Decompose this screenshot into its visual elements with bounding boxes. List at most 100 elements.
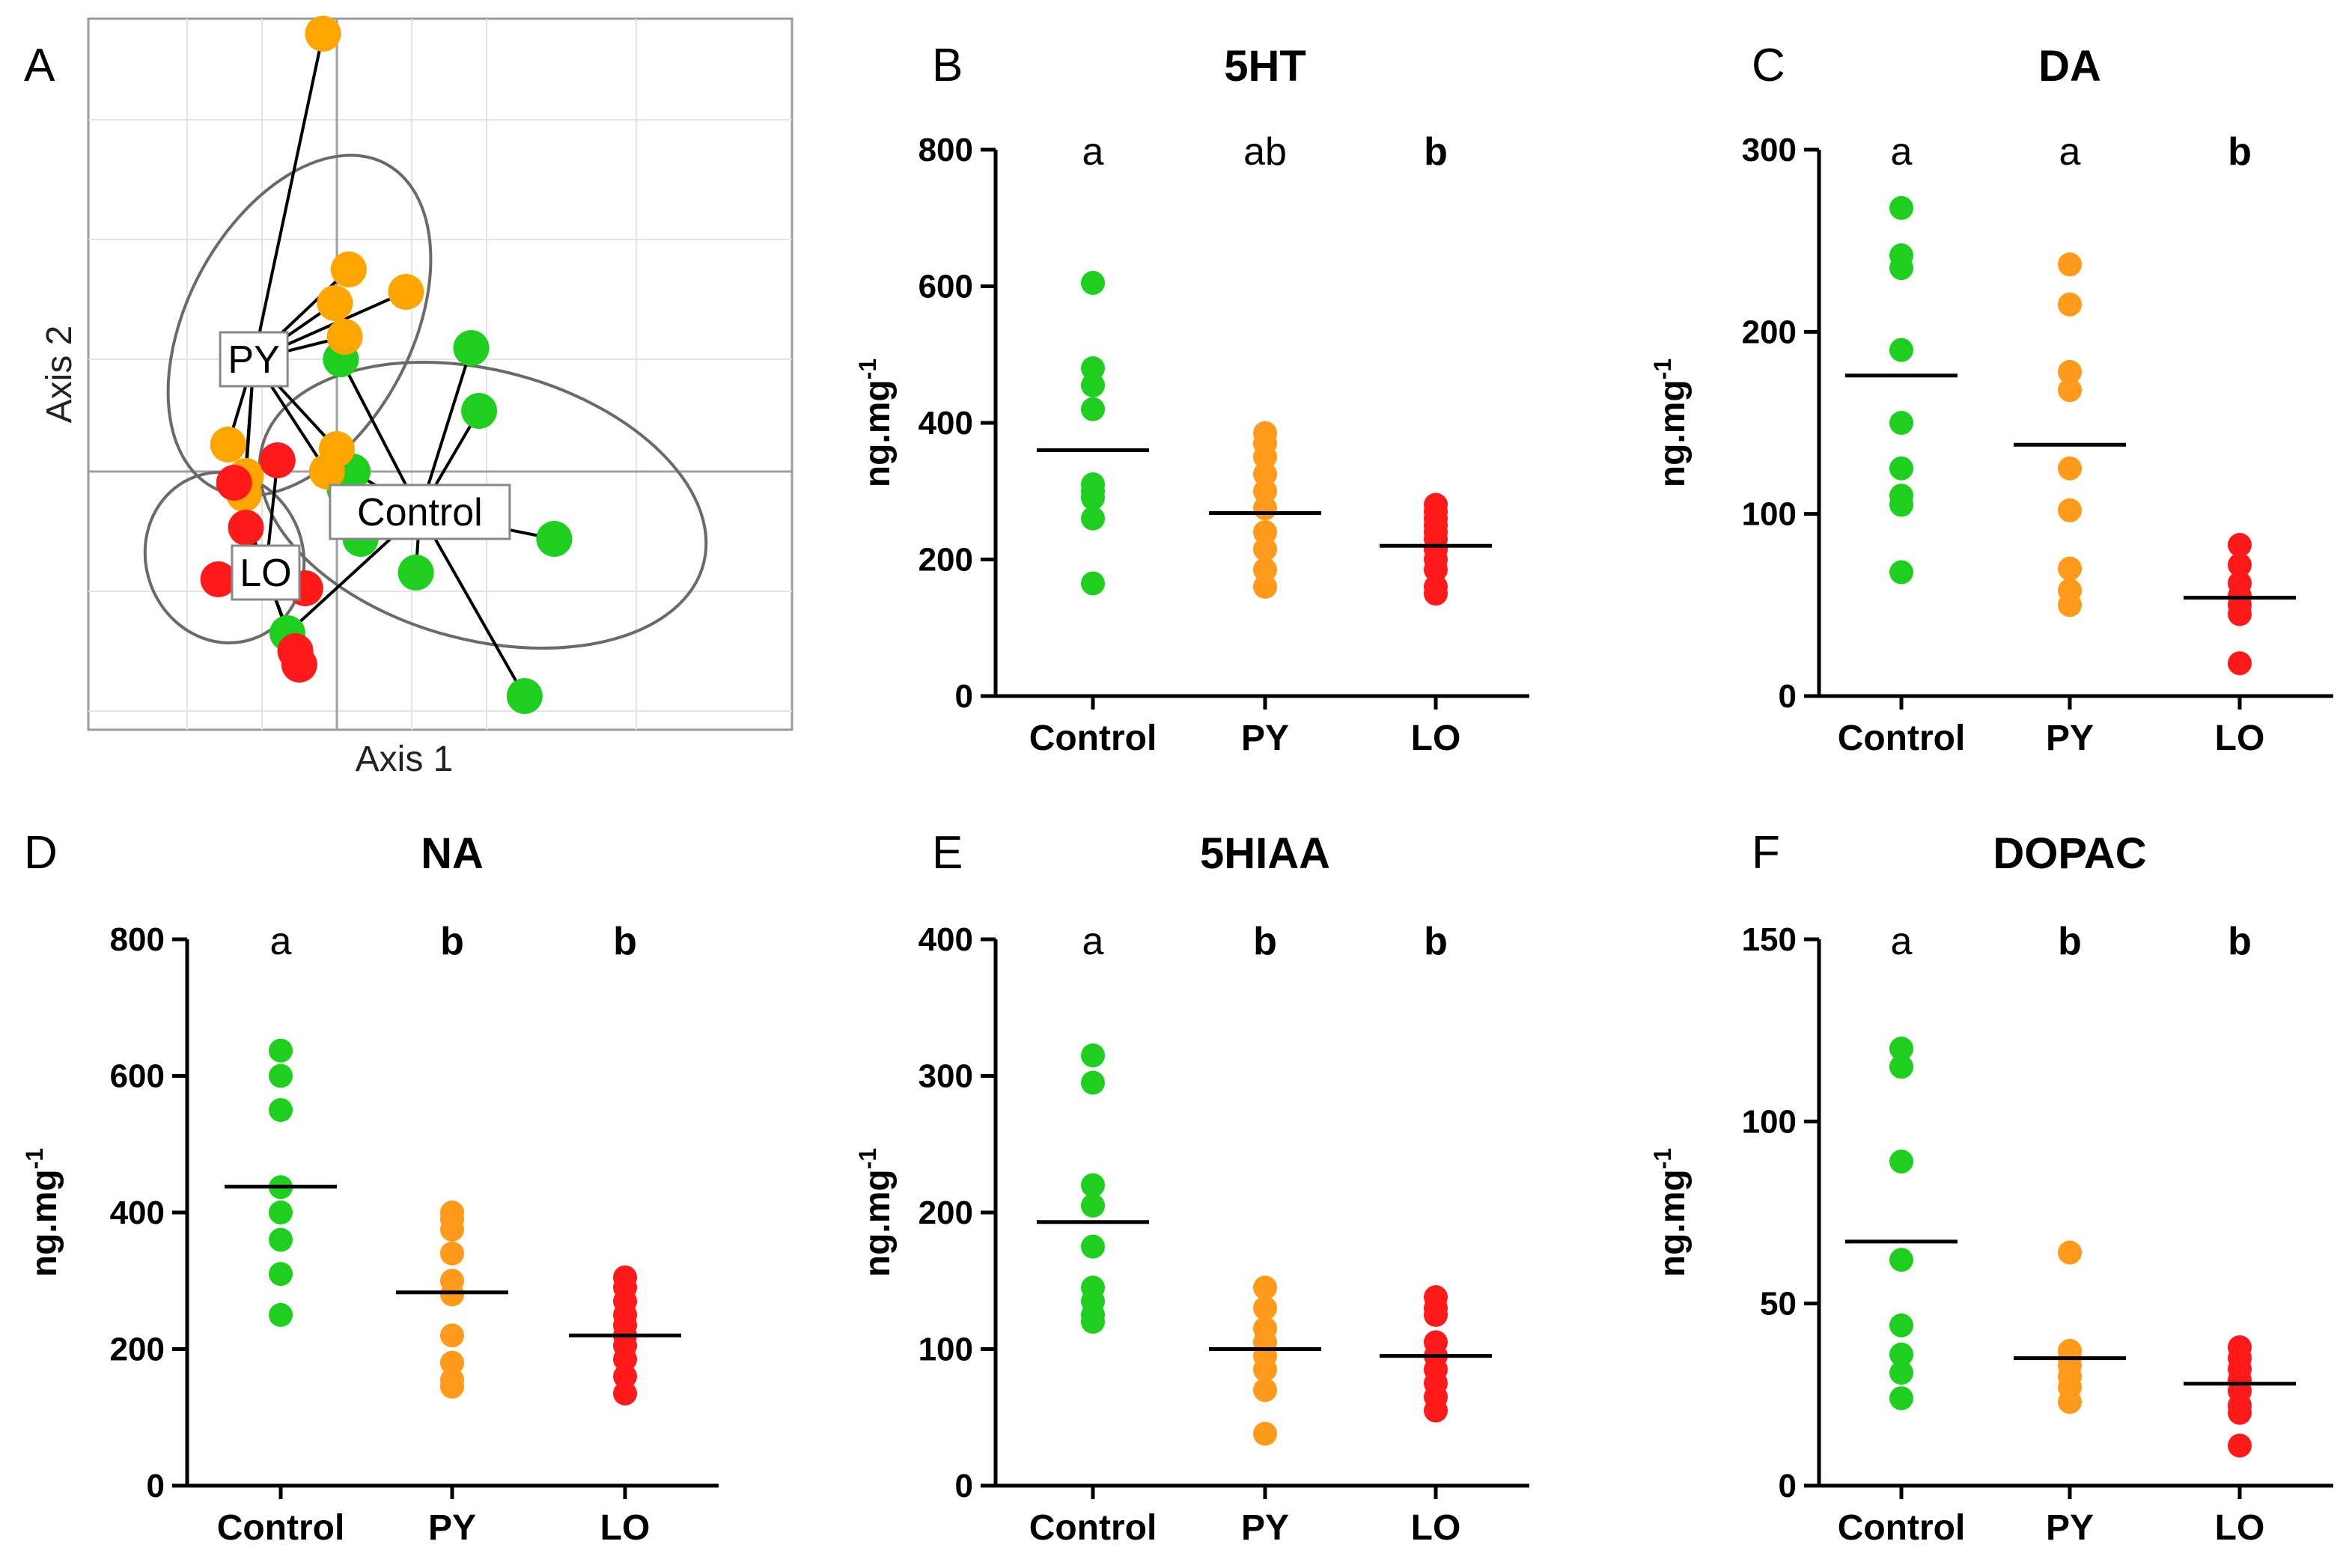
x-tick-label-dopac-control: Control <box>1838 1508 1966 1548</box>
significance-letter-na-control: a <box>270 920 292 963</box>
panel-letter-f: F <box>1752 827 1780 879</box>
x-tick-label-na-py: PY <box>428 1508 476 1548</box>
dot-plot-da: DA 0 100 200 300 ng.mg-1 Control a PY a LO b <box>1649 42 2333 758</box>
data-point-da-py <box>2058 359 2082 384</box>
data-point-5hiaa-control <box>1081 1193 1105 1218</box>
pcoa-plot: PY Control LO Axis 1 Axis 2 <box>40 16 793 779</box>
x-tick-label-5ht-lo: LO <box>1411 719 1461 758</box>
data-point-na-control <box>269 1302 293 1327</box>
pcoa-label-box-py <box>219 331 289 388</box>
y-axis-label-superscript: -1 <box>1649 359 1676 379</box>
y-tick-label-da: 300 <box>1742 132 1797 168</box>
significance-letter-5ht-control: a <box>1082 130 1104 174</box>
pcoa-spider-line-py <box>252 33 325 360</box>
pcoa-point-py <box>388 274 424 310</box>
y-tick-label-5hiaa: 100 <box>918 1331 973 1368</box>
significance-letter-da-py: a <box>2059 130 2081 174</box>
plot-title-na: NA <box>421 829 484 878</box>
data-point-5hiaa-py <box>1253 1296 1277 1320</box>
data-point-da-control <box>1889 492 1913 517</box>
y-tick-label-5ht: 200 <box>918 542 973 579</box>
significance-letter-dopac-lo: b <box>2228 920 2252 963</box>
data-point-5ht-py <box>1253 479 1277 504</box>
data-point-5hiaa-lo <box>1424 1398 1448 1423</box>
plot-title-5hiaa: 5HIAA <box>1200 829 1330 878</box>
y-axis-label-5ht: ng.mg-1 <box>854 359 898 487</box>
pcoa-point-control <box>461 393 498 429</box>
data-point-da-control <box>1889 256 1913 281</box>
data-point-da-py <box>2058 456 2082 481</box>
pcoa-frame <box>87 17 793 731</box>
pcoa-group-labels: PY Control LO <box>219 331 511 601</box>
data-point-da-control <box>1889 560 1913 585</box>
data-point-dopac-control <box>1889 1037 1913 1061</box>
data-point-dopac-lo <box>2228 1400 2252 1425</box>
data-point-da-py <box>2058 498 2082 522</box>
panel-letter-e: E <box>932 827 963 879</box>
y-axis-label-superscript: -1 <box>21 1148 48 1169</box>
y-tick-label-5ht: 0 <box>955 678 973 715</box>
pcoa-point-control <box>536 521 573 557</box>
plot-title-5ht: 5HT <box>1224 42 1306 91</box>
pcoa-label-box-control <box>329 483 511 540</box>
y-tick-label-na: 800 <box>110 921 165 958</box>
data-point-5ht-py <box>1253 537 1277 561</box>
data-point-da-lo <box>2228 602 2252 626</box>
data-point-na-py <box>440 1374 464 1399</box>
data-point-na-lo <box>613 1347 637 1372</box>
data-point-na-py <box>440 1282 464 1307</box>
pcoa-label-py: PY <box>228 338 279 382</box>
y-tick-label-5hiaa: 300 <box>918 1058 973 1095</box>
data-point-na-control <box>269 1064 293 1088</box>
data-point-da-control <box>1889 338 1913 362</box>
significance-letter-na-py: b <box>440 920 464 963</box>
y-axis-label-na: ng.mg-1 <box>21 1148 64 1277</box>
data-point-5ht-py <box>1253 462 1277 486</box>
pcoa-point-lo <box>216 465 252 501</box>
pcoa-point-py <box>210 427 246 463</box>
y-axis-label-superscript: -1 <box>854 1148 881 1169</box>
panel-letter-c: C <box>1752 40 1785 91</box>
pcoa-point-control <box>397 555 434 591</box>
pcoa-grid <box>88 19 792 730</box>
pcoa-spider-line-control <box>418 511 526 697</box>
data-point-5ht-py <box>1253 558 1277 582</box>
pcoa-point-lo <box>259 442 296 478</box>
data-point-da-lo <box>2228 651 2252 676</box>
pcoa-y-axis-label: Axis 2 <box>40 326 79 424</box>
data-point-da-py <box>2058 556 2082 581</box>
y-tick-label-dopac: 50 <box>1760 1286 1797 1323</box>
panel-letter-a: A <box>24 40 55 91</box>
x-tick-label-da-py: PY <box>2046 719 2094 758</box>
pcoa-point-lo <box>281 647 317 683</box>
data-point-na-control <box>269 1201 293 1224</box>
data-point-dopac-control <box>1889 1149 1913 1174</box>
significance-letter-5hiaa-lo: b <box>1424 920 1448 963</box>
pcoa-label-control: Control <box>357 491 483 534</box>
significance-letter-dopac-control: a <box>1891 920 1913 963</box>
data-point-da-py <box>2058 292 2082 317</box>
data-point-da-control <box>1889 195 1913 220</box>
pcoa-point-py <box>317 285 353 321</box>
y-axis-label-dopac: ng.mg-1 <box>1649 1148 1693 1277</box>
data-point-5ht-py <box>1253 445 1277 469</box>
data-point-da-py <box>2058 252 2082 277</box>
data-point-dopac-py <box>2058 1390 2082 1415</box>
data-point-dopac-control <box>1889 1361 1913 1385</box>
data-point-5hiaa-control <box>1081 1043 1105 1068</box>
pcoa-point-lo <box>228 510 264 546</box>
data-point-da-control <box>1889 411 1913 435</box>
x-tick-label-5hiaa-lo: LO <box>1411 1508 1461 1548</box>
data-point-na-control <box>269 1038 293 1063</box>
y-tick-label-5hiaa: 400 <box>918 921 973 958</box>
data-point-da-py <box>2058 378 2082 403</box>
pcoa-ellipse-lo <box>143 471 306 644</box>
data-point-5hiaa-control <box>1081 1173 1105 1198</box>
pcoa-ellipse-py <box>166 153 433 498</box>
pcoa-ellipses <box>143 153 708 650</box>
x-tick-label-da-control: Control <box>1838 719 1966 758</box>
data-point-5hiaa-py <box>1253 1378 1277 1403</box>
significance-letter-da-control: a <box>1891 130 1913 174</box>
data-point-dopac-lo <box>2228 1433 2252 1458</box>
